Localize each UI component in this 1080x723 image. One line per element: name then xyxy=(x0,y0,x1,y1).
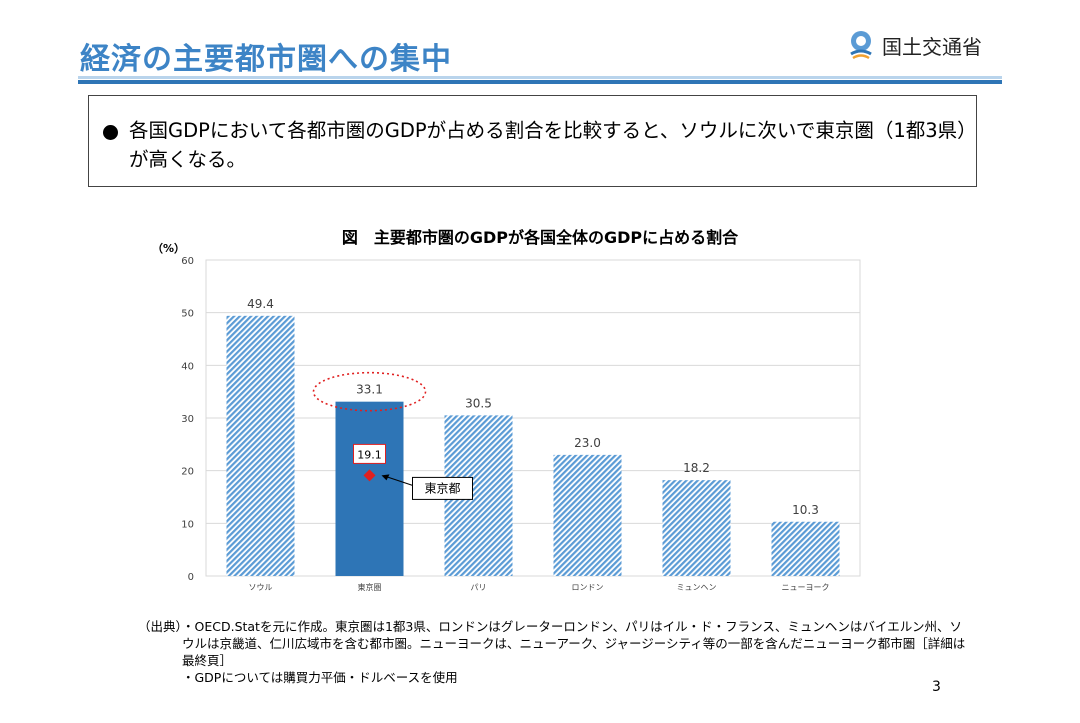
bar xyxy=(771,521,840,576)
highlight-ellipse xyxy=(312,371,427,412)
bar-value-label: 30.5 xyxy=(465,396,492,410)
x-tick-label: ミュンヘン xyxy=(677,583,717,592)
page-number: 3 xyxy=(932,679,941,695)
mlit-emblem-icon xyxy=(850,31,872,60)
annotation-callout-box xyxy=(412,476,473,500)
x-tick-label: ロンドン xyxy=(572,583,604,592)
source-label: （出典） xyxy=(138,619,189,634)
annotation-arrowhead xyxy=(381,474,390,481)
y-tick-label: 0 xyxy=(188,572,194,583)
bar-value-label: 23.0 xyxy=(574,436,601,450)
source-line-1: ・OECD.Statを元に作成。東京圏は1都3県、ロンドンはグレーターロンドン、… xyxy=(182,619,966,668)
bar-value-label: 49.4 xyxy=(247,297,274,311)
y-tick-label: 10 xyxy=(181,519,194,530)
mlit-logo-text: 国土交通省 xyxy=(882,34,982,59)
annotation-callout-label: 東京都 xyxy=(424,481,460,495)
bar xyxy=(335,401,404,576)
summary-text: 各国GDPにおいて各都市圏のGDPが占める割合を比較すると、ソウルに次いで東京圏… xyxy=(129,119,967,171)
mlit-logo: 国土交通省 xyxy=(848,30,982,60)
x-tick-label: ニューヨーク xyxy=(782,583,830,592)
annotation-value-label: 19.1 xyxy=(357,448,382,461)
x-tick-label: ソウル xyxy=(249,583,273,592)
title-underline xyxy=(78,76,1002,84)
bullet-dot xyxy=(103,125,118,140)
y-axis-label: （%） xyxy=(152,242,185,255)
source-line-2: ・GDPについては購買力平価・ドルベースを使用 xyxy=(182,670,458,685)
summary-box: 各国GDPにおいて各都市圏のGDPが占める割合を比較すると、ソウルに次いで東京圏… xyxy=(88,95,977,187)
slide-title: 経済の主要都市圏への集中 xyxy=(80,42,452,77)
annotation-marker xyxy=(363,469,376,482)
x-tick-label: 東京圏 xyxy=(358,582,382,592)
y-tick-label: 50 xyxy=(181,309,194,320)
y-tick-label: 40 xyxy=(181,361,194,372)
bar-value-label: 18.2 xyxy=(683,461,710,475)
y-tick-label: 30 xyxy=(181,414,194,425)
bar xyxy=(226,315,295,576)
y-tick-label: 60 xyxy=(181,256,194,267)
bar-value-label: 33.1 xyxy=(356,383,383,397)
y-tick-label: 20 xyxy=(181,467,194,478)
bar xyxy=(662,480,731,576)
x-tick-label: パリ xyxy=(471,583,487,592)
bar xyxy=(553,454,622,576)
chart-title: 図 主要都市圏のGDPが各国全体のGDPに占める割合 xyxy=(341,228,739,247)
bar-value-label: 10.3 xyxy=(792,503,819,517)
annotation-value-box xyxy=(353,443,386,464)
